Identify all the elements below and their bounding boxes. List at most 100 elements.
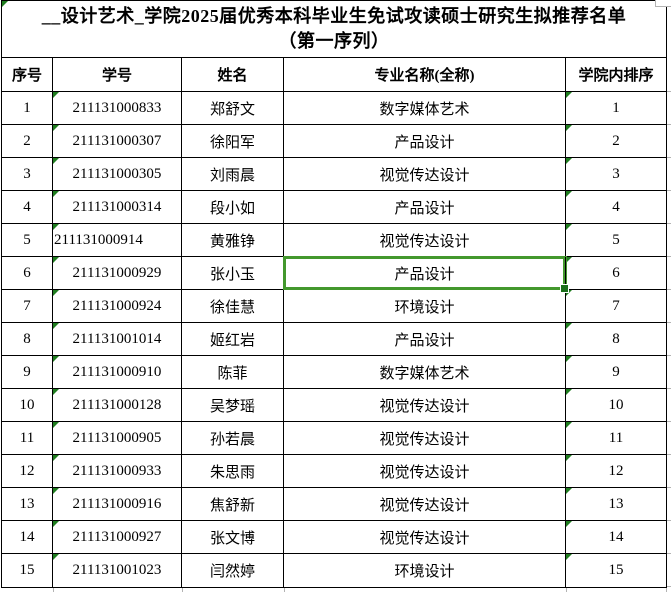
cell-major[interactable]: 视觉传达设计 (284, 158, 566, 190)
cell-student_id[interactable]: 211131000929 (53, 257, 182, 289)
cell-name[interactable]: 闫然婷 (182, 554, 284, 587)
cell-student_id[interactable]: 211131000128 (53, 389, 182, 421)
cell-name[interactable]: 张文博 (182, 521, 284, 553)
cell-major[interactable]: 产品设计 (284, 125, 566, 157)
table-title-cell[interactable]: __设计艺术_学院2025届优秀本科毕业生免试攻读硕士研究生拟推荐名单 （第一序… (2, 1, 666, 58)
column-header-major[interactable]: 专业名称(全称) (284, 58, 566, 91)
cell-text: 14 (19, 528, 35, 545)
cell-major[interactable]: 环境设计 (284, 554, 566, 587)
gridline-stubs-right (667, 91, 671, 587)
column-header-student-id[interactable]: 学号 (53, 58, 182, 91)
cell-no[interactable]: 9 (2, 356, 53, 388)
cell-major[interactable]: 产品设计 (284, 257, 569, 293)
cell-name[interactable]: 吴梦瑶 (182, 389, 284, 421)
cell-text: 产品设计 (394, 134, 455, 151)
cell-no[interactable]: 4 (2, 191, 53, 223)
cell-student_id[interactable]: 211131000924 (53, 290, 182, 322)
table-row: 12 211131000933 朱思雨 视觉传达设计 12 (2, 455, 666, 488)
cell-no[interactable]: 1 (2, 92, 53, 124)
cell-major[interactable]: 视觉传达设计 (284, 389, 566, 421)
cell-no[interactable]: 13 (2, 488, 53, 520)
gridline-stub (53, 588, 54, 592)
cell-name[interactable]: 段小如 (182, 191, 284, 223)
cell-major[interactable]: 视觉传达设计 (284, 521, 566, 553)
cell-rank[interactable]: 12 (566, 455, 666, 487)
cell-rank[interactable]: 2 (566, 125, 666, 157)
error-indicator-triangle (566, 356, 572, 362)
column-header-name[interactable]: 姓名 (182, 58, 284, 91)
cell-student_id[interactable]: 211131000307 (53, 125, 182, 157)
cell-name[interactable]: 黄雅铮 (182, 224, 284, 256)
cell-name[interactable]: 姬红岩 (182, 323, 284, 355)
table-row: 10 211131000128 吴梦瑶 视觉传达设计 10 (2, 389, 666, 422)
cell-major[interactable]: 视觉传达设计 (284, 455, 566, 487)
cell-major[interactable]: 视觉传达设计 (284, 422, 566, 454)
cell-no[interactable]: 12 (2, 455, 53, 487)
cell-text: 9 (23, 363, 31, 380)
cell-name[interactable]: 郑舒文 (182, 92, 284, 124)
cell-student_id[interactable]: 211131000314 (53, 191, 182, 223)
fill-handle[interactable] (560, 284, 569, 293)
cell-student_id[interactable]: 211131000927 (53, 521, 182, 553)
cell-major[interactable]: 产品设计 (284, 323, 566, 355)
cell-no[interactable]: 3 (2, 158, 53, 190)
column-header-rank[interactable]: 学院内排序 (566, 58, 666, 91)
cell-student_id[interactable]: 211131001023 (53, 554, 182, 587)
cell-major[interactable]: 环境设计 (284, 290, 566, 322)
cell-name[interactable]: 徐佳慧 (182, 290, 284, 322)
cell-no[interactable]: 6 (2, 257, 53, 289)
cell-rank[interactable]: 11 (566, 422, 666, 454)
cell-student_id[interactable]: 211131000914 (53, 224, 182, 256)
column-header-no[interactable]: 序号 (2, 58, 53, 91)
cell-name[interactable]: 焦舒新 (182, 488, 284, 520)
cell-rank[interactable]: 7 (566, 290, 666, 322)
cell-rank[interactable]: 3 (566, 158, 666, 190)
cell-major[interactable]: 视觉传达设计 (284, 488, 566, 520)
error-indicator-triangle (53, 356, 59, 362)
cell-rank[interactable]: 15 (566, 554, 666, 587)
error-indicator-triangle (566, 158, 572, 164)
cell-no[interactable]: 8 (2, 323, 53, 355)
cell-major[interactable]: 产品设计 (284, 191, 566, 223)
cell-no[interactable]: 11 (2, 422, 53, 454)
cell-name[interactable]: 张小玉 (182, 257, 284, 289)
cell-rank[interactable]: 9 (566, 356, 666, 388)
cell-no[interactable]: 14 (2, 521, 53, 553)
cell-student_id[interactable]: 211131001014 (53, 323, 182, 355)
cell-rank[interactable]: 1 (566, 92, 666, 124)
cell-text: 12 (608, 462, 624, 479)
error-indicator-triangle (566, 422, 572, 428)
cell-text: 15 (19, 562, 35, 578)
cell-rank[interactable]: 10 (566, 389, 666, 421)
cell-name[interactable]: 朱思雨 (182, 455, 284, 487)
cell-student_id[interactable]: 211131000905 (53, 422, 182, 454)
cell-no[interactable]: 5 (2, 224, 53, 256)
cell-name[interactable]: 陈菲 (182, 356, 284, 388)
cell-student_id[interactable]: 211131000833 (53, 92, 182, 124)
cell-student_id[interactable]: 211131000910 (53, 356, 182, 388)
gridline-stub (566, 588, 567, 592)
cell-major[interactable]: 数字媒体艺术 (284, 92, 566, 124)
cell-no[interactable]: 7 (2, 290, 53, 322)
cell-major[interactable]: 视觉传达设计 (284, 224, 566, 256)
cell-name[interactable]: 徐阳军 (182, 125, 284, 157)
page-title-line1: __设计艺术_学院2025届优秀本科毕业生免试攻读硕士研究生拟推荐名单 (41, 6, 627, 26)
cell-student_id[interactable]: 211131000916 (53, 488, 182, 520)
cell-rank[interactable]: 6 (566, 257, 666, 289)
cell-text: 10 (19, 396, 35, 413)
cell-student_id[interactable]: 211131000933 (53, 455, 182, 487)
cell-rank[interactable]: 5 (566, 224, 666, 256)
cell-name[interactable]: 孙若晨 (182, 422, 284, 454)
cell-no[interactable]: 15 (2, 554, 53, 587)
cell-no[interactable]: 2 (2, 125, 53, 157)
cell-rank[interactable]: 4 (566, 191, 666, 223)
cell-no[interactable]: 10 (2, 389, 53, 421)
cell-rank[interactable]: 14 (566, 521, 666, 553)
cell-major[interactable]: 数字媒体艺术 (284, 356, 566, 388)
cell-text: 焦舒新 (209, 497, 255, 514)
cell-student_id[interactable]: 211131000305 (53, 158, 182, 190)
cell-text: 2 (23, 132, 31, 149)
cell-rank[interactable]: 8 (566, 323, 666, 355)
cell-name[interactable]: 刘雨晨 (182, 158, 284, 190)
cell-rank[interactable]: 13 (566, 488, 666, 520)
